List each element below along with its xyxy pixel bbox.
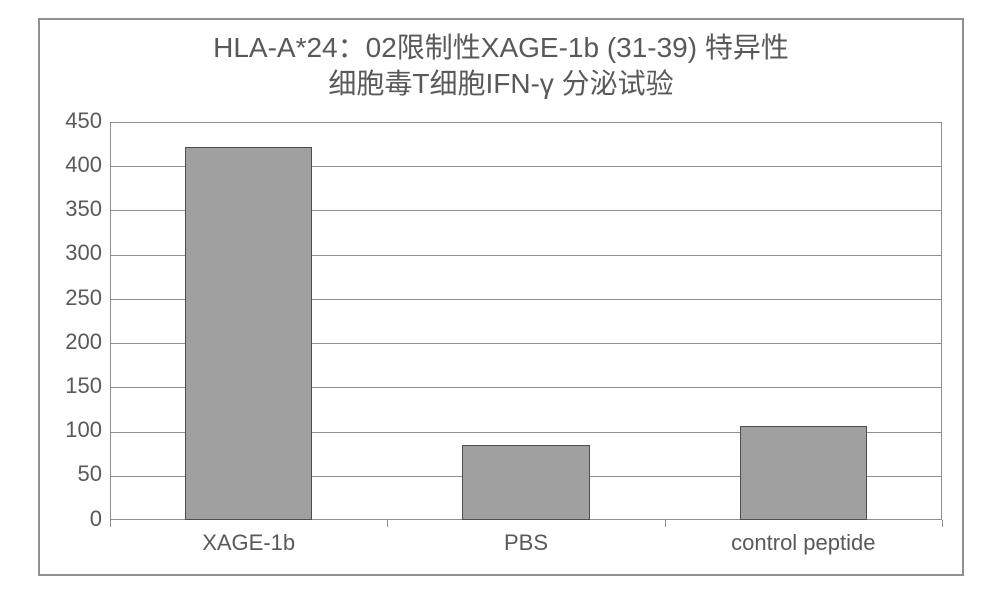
y-tick-label: 250 <box>44 285 102 311</box>
chart-title-line1: HLA-A*24：02限制性XAGE-1b (31-39) 特异性 <box>213 32 789 63</box>
x-tick-mark <box>942 520 943 527</box>
y-tick-label: 300 <box>44 240 102 266</box>
x-tick-mark <box>110 520 111 527</box>
y-tick-label: 450 <box>44 108 102 134</box>
chart-title-line2: 细胞毒T细胞IFN-γ 分泌试验 <box>328 68 673 99</box>
x-tick-label: control peptide <box>665 530 942 556</box>
x-tick-mark <box>387 520 388 527</box>
x-tick-label: XAGE-1b <box>110 530 387 556</box>
chart-title: HLA-A*24：02限制性XAGE-1b (31-39) 特异性 细胞毒T细胞… <box>38 30 964 103</box>
y-tick-label: 350 <box>44 196 102 222</box>
y-tick-label: 100 <box>44 417 102 443</box>
x-tick-mark <box>665 520 666 527</box>
y-tick-label: 0 <box>44 506 102 532</box>
bar <box>740 426 868 520</box>
y-tick-label: 200 <box>44 329 102 355</box>
bar <box>462 445 590 520</box>
y-tick-label: 400 <box>44 152 102 178</box>
y-tick-label: 150 <box>44 373 102 399</box>
bar <box>185 147 313 520</box>
x-tick-label: PBS <box>387 530 664 556</box>
y-tick-label: 50 <box>44 461 102 487</box>
